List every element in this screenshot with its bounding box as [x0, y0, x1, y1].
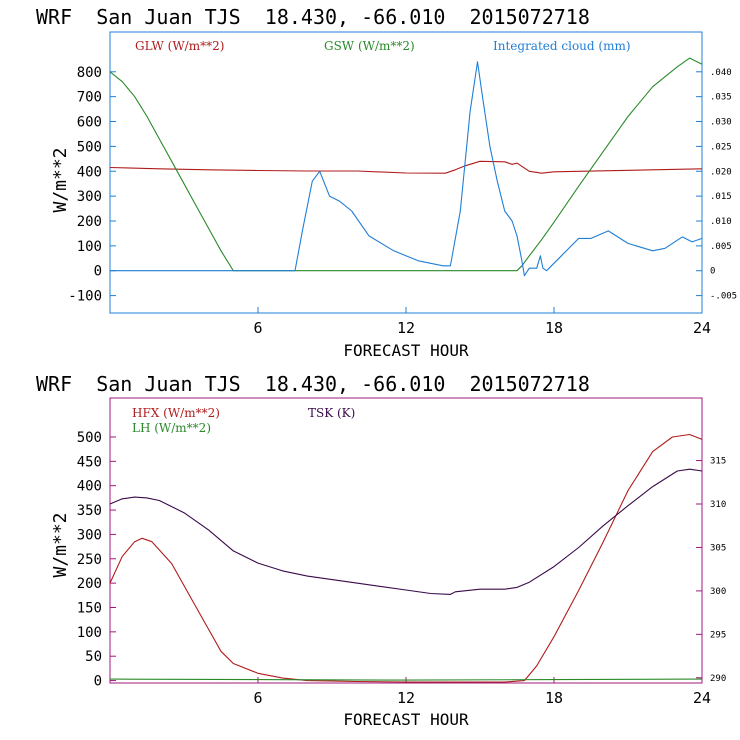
bottom-x-tick-label: 6 — [253, 689, 262, 707]
bottom-series-hfx-line — [109, 433, 703, 683]
bottom-y-tick-label: 0 — [94, 674, 102, 690]
bottom-y-tick-label: 150 — [77, 600, 102, 616]
top-y2-tick-label: .005 — [710, 242, 732, 252]
top-y-tick-label: -100 — [68, 289, 102, 305]
top-legend-gsw: GSW (W/m**2) — [324, 39, 415, 53]
bottom-series-lh-line — [109, 678, 703, 681]
bottom-panel: WRF San Juan TJS 18.430, -66.010 2015072… — [36, 372, 726, 729]
bottom-y-tick-label: 450 — [77, 454, 102, 470]
top-y2-tick-label: .035 — [710, 93, 732, 103]
bottom-x-axis-label: FORECAST HOUR — [343, 710, 469, 729]
top-legend-cloud: Integrated cloud (mm) — [493, 39, 631, 53]
top-series-gsw-line — [109, 57, 703, 272]
top-y2-tick-label: .030 — [710, 118, 732, 128]
top-y-tick-label: 600 — [77, 115, 102, 131]
top-chart-title: WRF San Juan TJS 18.430, -66.010 2015072… — [36, 5, 590, 29]
top-y-tick-label: 700 — [77, 90, 102, 106]
bottom-chart-title: WRF San Juan TJS 18.430, -66.010 2015072… — [36, 372, 590, 396]
bottom-y2-tick-label: 290 — [710, 674, 726, 684]
bottom-y2-tick-label: 310 — [710, 500, 726, 510]
bottom-y-tick-label: 250 — [77, 552, 102, 568]
top-y2-tick-label: 0 — [710, 267, 715, 277]
top-y-tick-label: 800 — [77, 65, 102, 81]
bottom-legend-lh: LH (W/m**2) — [132, 421, 211, 435]
bottom-y-axis-label: W/m**2 — [50, 512, 71, 577]
bottom-legend-hfx: HFX (W/m**2) — [132, 406, 220, 420]
bottom-y2-tick-label: 305 — [710, 543, 726, 553]
top-y-tick-label: 200 — [77, 214, 102, 230]
bottom-y-tick-label: 200 — [77, 576, 102, 592]
bottom-plot-frame — [109, 397, 703, 684]
top-y2-tick-label: .025 — [710, 142, 732, 152]
bottom-x-tick-label: 18 — [545, 689, 563, 707]
bottom-y2-tick-label: 315 — [710, 457, 726, 467]
top-panel: WRF San Juan TJS 18.430, -66.010 2015072… — [36, 5, 737, 360]
top-series-cloud-line — [110, 61, 703, 277]
top-x-tick-label: 6 — [253, 319, 262, 337]
bottom-y-tick-label: 400 — [77, 479, 102, 495]
bottom-legend-tsk: TSK (K) — [308, 406, 355, 420]
top-y2-tick-label: .010 — [710, 217, 732, 227]
bottom-x-tick-label: 24 — [693, 689, 711, 707]
bottom-y-tick-label: 100 — [77, 625, 102, 641]
bottom-y-tick-label: 50 — [85, 649, 102, 665]
top-legend-glw: GLW (W/m**2) — [135, 39, 224, 53]
top-series-glw-line — [109, 160, 703, 174]
top-x-tick-label: 24 — [693, 319, 711, 337]
top-y-tick-label: 100 — [77, 239, 102, 255]
top-y2-tick-label: -.005 — [710, 292, 737, 302]
top-y2-tick-label: .020 — [710, 167, 732, 177]
bottom-y-tick-label: 300 — [77, 527, 102, 543]
top-y-tick-label: 400 — [77, 164, 102, 180]
bottom-y2-tick-label: 300 — [710, 587, 726, 597]
top-y-tick-label: 0 — [94, 264, 102, 280]
top-x-tick-label: 18 — [545, 319, 563, 337]
top-y2-tick-label: .040 — [710, 68, 732, 78]
top-y-tick-label: 300 — [77, 189, 102, 205]
bottom-plot-area: 6 12 18 24 0 50 100 150 200 250 300 350 400 450 500 290… — [77, 430, 727, 707]
top-plot-area: 6 12 18 24 -100 0 100 200 300 400 500 600 700 800 -.00… — [68, 57, 737, 337]
bottom-y-tick-label: 500 — [77, 430, 102, 446]
top-y-axis-label: W/m**2 — [50, 147, 71, 212]
bottom-y2-tick-label: 295 — [710, 630, 726, 640]
top-x-tick-label: 12 — [397, 319, 415, 337]
bottom-x-tick-label: 12 — [397, 689, 415, 707]
top-y2-tick-label: .015 — [710, 192, 732, 202]
top-y-tick-label: 500 — [77, 139, 102, 155]
top-x-axis-label: FORECAST HOUR — [343, 341, 469, 360]
bottom-y-tick-label: 350 — [77, 503, 102, 519]
bottom-series-tsk-line — [109, 468, 703, 595]
